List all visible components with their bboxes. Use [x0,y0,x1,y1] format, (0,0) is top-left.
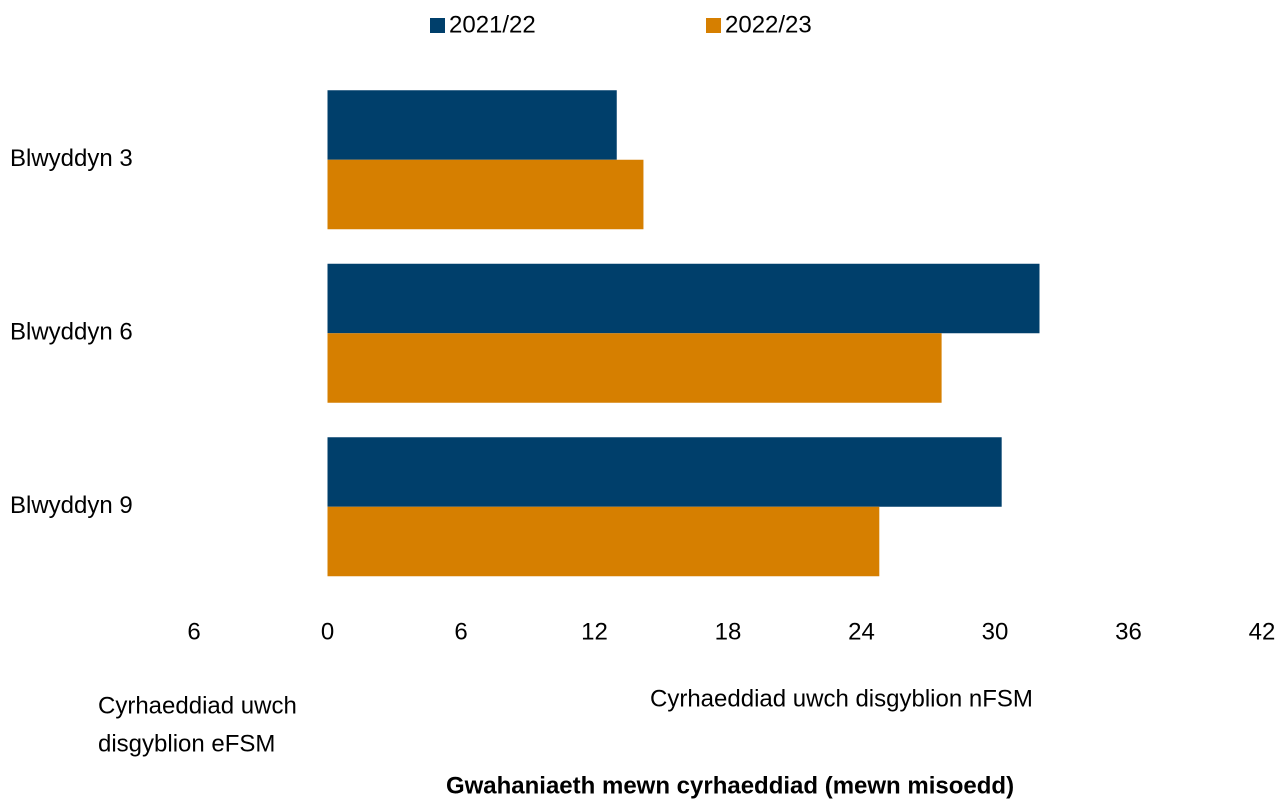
x-tick-label: 18 [715,618,742,645]
x-tick-label: 6 [454,618,467,645]
y-tick-label: Blwyddyn 3 [10,145,133,172]
bar [327,90,617,160]
x-tick-label: 6 [187,618,200,645]
x-tick-label: 24 [848,618,875,645]
x-tick-label: 42 [1249,618,1276,645]
left-note: disgyblion eFSM [98,730,275,757]
x-tick-label: 12 [581,618,608,645]
bar [327,263,1040,334]
y-tick-label: Blwyddyn 9 [10,492,133,519]
right-note: Cyrhaeddiad uwch disgyblion nFSM [650,685,1033,712]
x-tick-label: 30 [982,618,1009,645]
bar [327,506,880,577]
left-note: Cyrhaeddiad uwch [98,692,297,719]
legend-label: 2021/22 [449,11,536,38]
y-tick-label: Blwyddyn 6 [10,319,133,346]
legend-label: 2022/23 [725,11,812,38]
x-tick-label: 36 [1115,618,1142,645]
x-tick-label: 0 [321,618,334,645]
legend-swatch [430,18,445,33]
bar [327,437,1002,507]
axis-title: Gwahaniaeth mewn cyrhaeddiad (mewn misoe… [446,772,1014,799]
legend-swatch [706,18,721,33]
bar [327,333,942,403]
bar [327,159,644,230]
